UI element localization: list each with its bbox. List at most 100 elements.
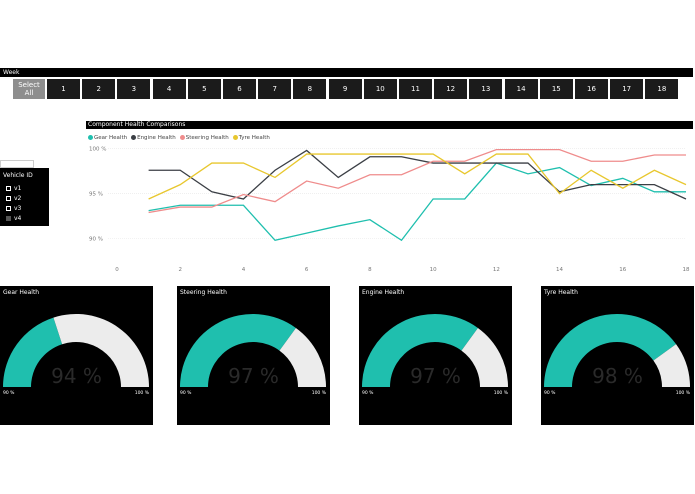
series-line-tyre-health[interactable] [148, 153, 687, 200]
week-button-11[interactable]: 11 [399, 79, 432, 99]
gauge-value: 97 % [410, 364, 461, 388]
gauge-fill [180, 314, 296, 387]
vehicle-option-label: v2 [14, 195, 22, 202]
vehicle-option-v4[interactable]: v4 [6, 215, 21, 222]
vehicle-option-label: v1 [14, 185, 22, 192]
engine-health-gauge: Engine Health 97 % 90 % 100 % [359, 286, 512, 425]
gauge-fill [544, 314, 677, 387]
legend-item[interactable]: Engine Health [131, 133, 176, 142]
x-tick-label: 0 [115, 267, 119, 273]
chart-title: Component Health Comparisons [88, 121, 186, 128]
gauge-arc [180, 314, 326, 387]
x-tick-label: 18 [683, 267, 690, 273]
legend-item[interactable]: Tyre Health [232, 133, 270, 142]
gauge-min: 90 % [180, 391, 192, 396]
steering-health-gauge: Steering Health 97 % 90 % 100 % [177, 286, 330, 425]
gauge-title: Tyre Health [544, 289, 578, 296]
legend-dot-icon [232, 135, 238, 140]
gauge-max: 100 % [311, 391, 326, 396]
gauge-min: 90 % [3, 391, 15, 396]
series-line-steering-health[interactable] [148, 148, 686, 214]
legend-item[interactable]: Steering Health [179, 133, 229, 142]
legend-item[interactable]: Gear Health [88, 133, 127, 142]
x-tick-label: 12 [493, 267, 500, 273]
week-label: Week [3, 69, 20, 76]
week-button-16[interactable]: 16 [575, 79, 608, 99]
y-tick-label: 100 % [89, 147, 106, 153]
gauge-value: 94 % [51, 364, 102, 388]
x-tick-label: 14 [556, 267, 563, 273]
chart-legend: Gear Health Engine Health Steering Health T… [88, 133, 270, 142]
x-tick-label: 16 [619, 267, 626, 273]
gauge-remaining [279, 327, 326, 387]
week-button-14[interactable]: 14 [504, 79, 538, 99]
week-button-17[interactable]: 17 [610, 79, 644, 99]
checkbox-icon[interactable] [6, 216, 11, 221]
gauge-value: 97 % [228, 364, 279, 388]
week-button-12[interactable]: 12 [434, 79, 468, 99]
week-button-9[interactable]: 9 [328, 79, 362, 99]
legend-label: Engine Health [137, 134, 176, 141]
week-button-8[interactable]: 8 [293, 79, 327, 99]
gauge-min: 90 % [544, 391, 556, 396]
week-button-5[interactable]: 5 [187, 79, 221, 99]
series-line-engine-health[interactable] [148, 149, 687, 200]
week-button-15[interactable]: 15 [539, 79, 573, 99]
gauge-fill [3, 317, 63, 387]
checkbox-icon[interactable] [6, 196, 11, 201]
gauge-remaining [53, 314, 150, 387]
legend-dot-icon [131, 135, 137, 140]
series-line-gear-health[interactable] [148, 162, 686, 242]
week-button-1[interactable]: 1 [47, 79, 80, 99]
checkbox-icon[interactable] [6, 186, 11, 191]
week-button-6[interactable]: 6 [223, 79, 256, 99]
week-button-13[interactable]: 13 [469, 79, 503, 99]
checkbox-icon[interactable] [6, 206, 11, 211]
component-health-line-chart: 90 % 95 % 100 % 0 2 4 6 8 10 12 14 16 18 [89, 147, 690, 273]
gauge-remaining [653, 344, 690, 387]
slicer-toolbar[interactable] [0, 160, 34, 168]
gauge-fill [362, 314, 478, 387]
vehicle-option-v3[interactable]: v3 [6, 205, 21, 212]
legend-label: Gear Health [94, 134, 128, 141]
vehicle-option-label: v3 [14, 205, 22, 212]
gauge-max: 100 % [675, 391, 690, 396]
gauge-title: Engine Health [362, 289, 405, 296]
vehicle-id-slicer: Vehicle ID v1 v2 v3 v4 [0, 160, 49, 226]
week-slicer-header: Week [0, 68, 693, 77]
gauge-remaining [461, 327, 508, 387]
gauge-arc [544, 314, 690, 387]
legend-label: Steering Health [185, 134, 229, 141]
vehicle-option-v2[interactable]: v2 [6, 195, 21, 202]
gauge-arc [362, 314, 508, 387]
x-tick-label: 8 [368, 267, 372, 273]
y-tick-label: 95 % [89, 192, 103, 198]
x-tick-label: 4 [242, 267, 246, 273]
week-button-10[interactable]: 10 [363, 79, 397, 99]
vehicle-option-v1[interactable]: v1 [6, 185, 21, 192]
x-tick-label: 2 [178, 267, 182, 273]
gauge-max: 100 % [493, 391, 508, 396]
select-all-button[interactable]: Select All [13, 79, 45, 99]
gauge-arc [3, 314, 150, 387]
week-button-7[interactable]: 7 [258, 79, 292, 99]
vehicle-id-title: Vehicle ID [3, 172, 33, 179]
legend-dot-icon [88, 135, 93, 140]
x-tick-label: 6 [305, 267, 309, 273]
vehicle-option-label: v4 [14, 215, 22, 222]
gauge-title: Steering Health [180, 289, 227, 296]
legend-dot-icon [179, 135, 185, 140]
gauge-max: 100 % [134, 391, 149, 396]
tyre-health-gauge: Tyre Health 98 % 90 % 100 % [541, 286, 694, 425]
week-button-18[interactable]: 18 [645, 79, 679, 99]
week-button-4[interactable]: 4 [152, 79, 186, 99]
week-button-2[interactable]: 2 [82, 79, 116, 99]
week-button-3[interactable]: 3 [117, 79, 151, 99]
chart-title-bar: Component Health Comparisons [86, 121, 693, 129]
gauge-title: Gear Health [3, 289, 40, 296]
y-tick-label: 90 % [89, 237, 103, 243]
x-tick-label: 10 [430, 267, 437, 273]
legend-label: Tyre Health [238, 134, 270, 141]
gear-health-gauge: Gear Health 94 % 90 % 100 % [0, 286, 153, 425]
gauge-value: 98 % [592, 364, 643, 388]
